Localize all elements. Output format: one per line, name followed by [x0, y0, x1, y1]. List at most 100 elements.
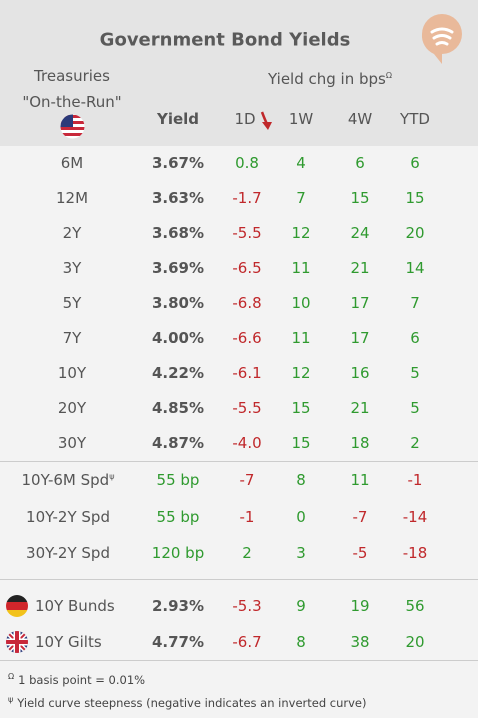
- uk-flag: [6, 631, 28, 653]
- yield-change: 19: [350, 597, 370, 615]
- yield-change: 5: [410, 364, 420, 382]
- row-label-text: 7Y: [62, 329, 82, 347]
- yield-change: 7: [296, 189, 306, 207]
- yield-change: -6.5: [232, 259, 262, 277]
- change-header: Yield chg in bpsΩ: [268, 70, 392, 88]
- yield-change: 12: [291, 364, 311, 382]
- yield-change: 9: [296, 597, 306, 615]
- yield-change: -5.3: [232, 597, 262, 615]
- us-flag: [60, 114, 85, 139]
- column-header: YTD: [400, 110, 430, 128]
- logo: [421, 14, 462, 64]
- row-label: 7Y: [63, 329, 82, 347]
- yield-change: 18: [350, 434, 370, 452]
- yield-change: -14: [402, 507, 428, 526]
- row-label-text: 30Y-2Y Spd: [26, 544, 110, 562]
- row-label: 6M: [61, 154, 84, 172]
- change-header-text: Yield chg in bps: [268, 70, 386, 88]
- yield-change: 6: [410, 329, 420, 347]
- yield-change: 6: [355, 154, 365, 172]
- yield-change: 17: [350, 294, 370, 312]
- row-label-text: 10Y Bunds: [35, 597, 115, 615]
- yield: 55 bp: [156, 507, 200, 526]
- yield: 4.87%: [151, 434, 205, 452]
- yield-change: -18: [402, 544, 428, 562]
- row-label: 10Y-2Y Spd: [26, 508, 110, 526]
- footnote-text: Yield curve steepness (negative indicate…: [17, 695, 367, 710]
- yield-change: 21: [350, 399, 370, 417]
- yield: 3.69%: [151, 259, 205, 277]
- column-header: 1W: [288, 110, 314, 128]
- yield-change: 14: [405, 259, 425, 277]
- yield-change: 8: [296, 471, 306, 489]
- separator: [0, 461, 478, 462]
- yield-change: 2: [410, 434, 420, 452]
- yield-change: 15: [291, 399, 311, 417]
- yield-change: -6.7: [232, 633, 262, 651]
- yield-change: 3: [296, 544, 306, 562]
- yield-change: 4: [296, 154, 306, 172]
- yield-change: 15: [291, 434, 311, 452]
- footnote: ψ Yield curve steepness (negative indicat…: [8, 695, 367, 710]
- yield-change: -1: [239, 507, 255, 526]
- yield-change: 8: [296, 633, 306, 651]
- yield-change: 2: [242, 544, 252, 562]
- yield-change: -7: [352, 507, 368, 526]
- yield-change: 7: [410, 294, 420, 312]
- yield: 3.80%: [151, 294, 205, 312]
- footnote-symbol: Ω: [8, 672, 15, 681]
- yield-change: 6: [410, 154, 420, 172]
- yield-change: -1.7: [232, 189, 262, 207]
- yield-change: -5: [352, 544, 368, 562]
- row-label-text: 10Y-2Y Spd: [26, 507, 110, 526]
- yield: 2.93%: [151, 597, 205, 615]
- row-label: 12M: [56, 189, 88, 207]
- yield-change: 38: [350, 633, 370, 651]
- yield-change: -7: [239, 471, 255, 489]
- yield-change: -6.6: [232, 329, 262, 347]
- row-label-text: 2Y: [62, 224, 82, 242]
- yield-change: 0.8: [235, 154, 259, 172]
- yield: 55 bp: [156, 471, 200, 489]
- yield-change: 11: [291, 329, 311, 347]
- yield-change: 56: [405, 597, 425, 615]
- yield-change: -6.8: [232, 294, 262, 312]
- row-label: 5Y: [63, 294, 82, 312]
- footnote-symbol: ψ: [8, 695, 14, 704]
- row-label: 10Y Gilts: [35, 633, 102, 651]
- yield-change: 0: [296, 507, 306, 526]
- row-label: 10Y-6M Spdψ: [22, 471, 115, 489]
- germany-flag: [6, 595, 28, 617]
- change-header-note: Ω: [385, 71, 392, 80]
- separator: [0, 579, 478, 580]
- yield-change: 21: [350, 259, 370, 277]
- column-header: Yield: [156, 110, 200, 128]
- yield-change: 11: [291, 259, 311, 277]
- sort-arrow: [260, 111, 272, 130]
- yield-change: 10: [291, 294, 311, 312]
- yield-change: -6.1: [232, 364, 262, 382]
- row-label: 10Y: [58, 364, 86, 382]
- yield: 4.00%: [151, 329, 205, 347]
- yield: 4.77%: [151, 633, 205, 651]
- group-sublabel: "On-the-Run": [22, 93, 122, 111]
- row-label-text: 20Y: [57, 399, 87, 417]
- yield: 3.63%: [151, 189, 205, 207]
- yield-change: 20: [405, 224, 425, 242]
- row-label-note: ψ: [109, 472, 115, 481]
- column-header: 1D: [234, 110, 256, 128]
- yield-change: -4.0: [232, 434, 262, 452]
- row-label: 30Y-2Y Spd: [26, 544, 110, 562]
- group-label: Treasuries: [34, 67, 110, 85]
- row-label: 3Y: [63, 259, 82, 277]
- yield-change: -1: [407, 471, 423, 489]
- yield-change: 11: [350, 471, 370, 489]
- row-label-text: 3Y: [62, 259, 82, 277]
- row-label-text: 30Y: [57, 434, 87, 452]
- row-label-text: 10Y: [57, 364, 87, 382]
- yield: 3.68%: [151, 224, 205, 242]
- yield-change: 16: [350, 364, 370, 382]
- title: Government Bond Yields: [99, 29, 351, 51]
